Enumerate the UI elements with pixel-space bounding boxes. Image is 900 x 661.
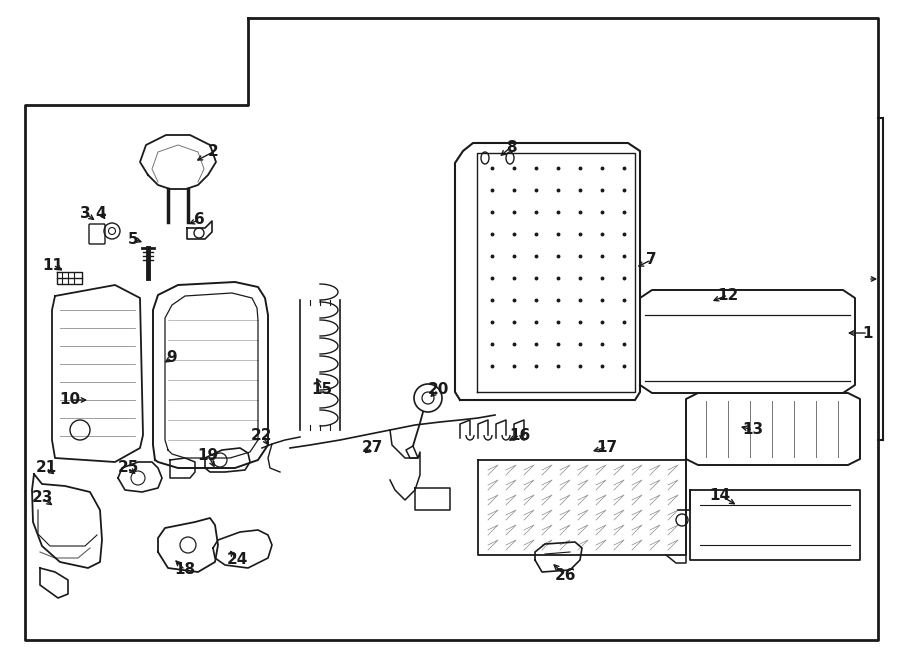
Text: 16: 16: [509, 428, 531, 442]
Text: 8: 8: [506, 139, 517, 155]
Text: 17: 17: [597, 440, 617, 455]
Text: 4: 4: [95, 206, 106, 221]
Text: 18: 18: [175, 563, 195, 578]
Text: 15: 15: [311, 383, 333, 397]
Text: 14: 14: [709, 488, 731, 502]
Text: 3: 3: [80, 206, 90, 221]
Text: 27: 27: [361, 440, 382, 455]
Text: 1: 1: [863, 325, 873, 340]
Text: 11: 11: [42, 258, 64, 272]
Text: 24: 24: [226, 553, 248, 568]
Text: 6: 6: [194, 212, 204, 227]
Text: 25: 25: [117, 461, 139, 475]
Text: 10: 10: [59, 393, 81, 407]
Text: 13: 13: [742, 422, 763, 438]
Text: 20: 20: [428, 383, 449, 397]
Text: 21: 21: [35, 461, 57, 475]
Text: 22: 22: [251, 428, 273, 442]
Text: 23: 23: [32, 490, 53, 506]
Text: 9: 9: [166, 350, 177, 366]
Text: 19: 19: [197, 447, 219, 463]
Text: 5: 5: [128, 231, 139, 247]
Text: 7: 7: [645, 253, 656, 268]
Text: 2: 2: [208, 145, 219, 159]
Text: 12: 12: [717, 288, 739, 303]
Text: 26: 26: [554, 568, 576, 582]
